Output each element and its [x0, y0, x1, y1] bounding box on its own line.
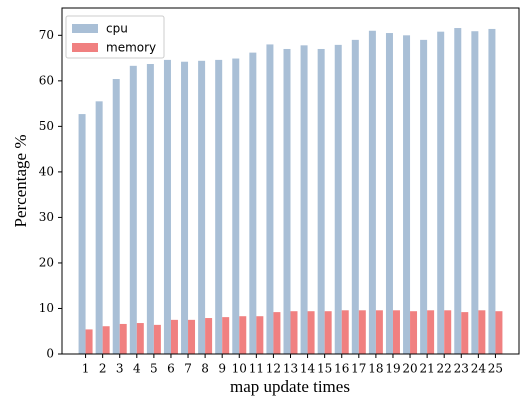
bar	[375, 310, 383, 354]
bar	[95, 101, 103, 354]
x-tick-label: 10	[232, 362, 247, 376]
x-tick-label: 18	[368, 362, 383, 376]
bar	[146, 63, 154, 354]
bar	[461, 312, 469, 354]
x-tick-label: 21	[419, 362, 434, 376]
x-tick-label: 13	[283, 362, 298, 376]
x-tick-label: 22	[437, 362, 452, 376]
x-tick-label: 4	[133, 362, 141, 376]
legend-swatch	[72, 43, 98, 52]
bar	[112, 79, 120, 354]
x-tick-label: 11	[249, 362, 264, 376]
bar	[324, 311, 332, 354]
x-tick-label: 19	[385, 362, 400, 376]
bar	[495, 311, 503, 354]
x-tick-label: 3	[116, 362, 124, 376]
y-tick-label: 0	[46, 347, 54, 361]
x-tick-label: 23	[454, 362, 469, 376]
bar	[403, 35, 411, 354]
x-tick-label: 14	[300, 362, 316, 376]
bar	[239, 316, 247, 354]
x-tick-label: 15	[317, 362, 332, 376]
y-axis-label: Percentage %	[11, 135, 30, 228]
bar	[454, 28, 462, 354]
x-tick-label: 20	[402, 362, 417, 376]
bar	[300, 45, 308, 355]
legend-label: cpu	[106, 22, 128, 36]
bar	[215, 59, 223, 355]
legend-swatch	[72, 24, 98, 33]
bar	[163, 59, 171, 355]
bar	[290, 311, 298, 354]
bar	[351, 39, 359, 355]
y-tick-label: 50	[39, 119, 54, 133]
x-tick-label: 12	[266, 362, 281, 376]
bar	[119, 323, 127, 354]
bar	[283, 48, 291, 354]
bar	[273, 312, 281, 354]
bar	[153, 324, 161, 354]
bar	[437, 31, 445, 355]
bar	[266, 44, 274, 354]
bar	[85, 329, 93, 354]
bar	[181, 61, 189, 354]
x-tick-label: 9	[218, 362, 226, 376]
bar	[392, 310, 400, 354]
bar	[205, 318, 213, 354]
x-tick-label: 16	[334, 362, 349, 376]
bar	[188, 319, 196, 354]
bar	[410, 311, 418, 354]
plot-frame	[61, 7, 520, 355]
x-axis-label: map update times	[230, 377, 350, 396]
y-tick-label: 30	[39, 210, 54, 224]
bar	[222, 317, 230, 354]
bar	[427, 310, 435, 354]
x-tick-label: 6	[167, 362, 175, 376]
bar	[170, 319, 178, 354]
bar	[102, 326, 110, 354]
x-tick-label: 7	[184, 362, 192, 376]
bar	[385, 33, 393, 354]
y-tick-label: 10	[39, 301, 54, 315]
x-tick-label: 2	[99, 362, 107, 376]
bar	[307, 311, 315, 354]
bar	[341, 310, 349, 354]
x-tick-label: 8	[201, 362, 209, 376]
y-tick-label: 40	[39, 164, 54, 178]
bar	[444, 310, 452, 354]
bar	[358, 310, 366, 354]
bar	[317, 48, 325, 354]
bar	[334, 44, 342, 355]
bar	[368, 30, 376, 355]
x-tick-label: 5	[150, 362, 158, 376]
bar	[256, 316, 264, 354]
y-tick-label: 60	[39, 73, 54, 87]
x-tick-label: 25	[488, 362, 503, 376]
x-tick-label: 24	[471, 362, 487, 376]
x-tick-label: 1	[82, 362, 90, 376]
bar	[129, 65, 137, 354]
legend-label: memory	[106, 41, 156, 55]
bar	[471, 31, 479, 355]
bar	[232, 58, 240, 354]
bar	[249, 52, 257, 355]
bar	[78, 114, 86, 354]
bar	[136, 323, 144, 354]
y-tick-label: 20	[39, 255, 54, 269]
bar	[488, 28, 496, 354]
bar	[478, 310, 486, 354]
y-tick-label: 70	[39, 28, 54, 42]
x-tick-label: 17	[351, 362, 366, 376]
bar	[198, 60, 206, 355]
bar	[420, 39, 428, 355]
